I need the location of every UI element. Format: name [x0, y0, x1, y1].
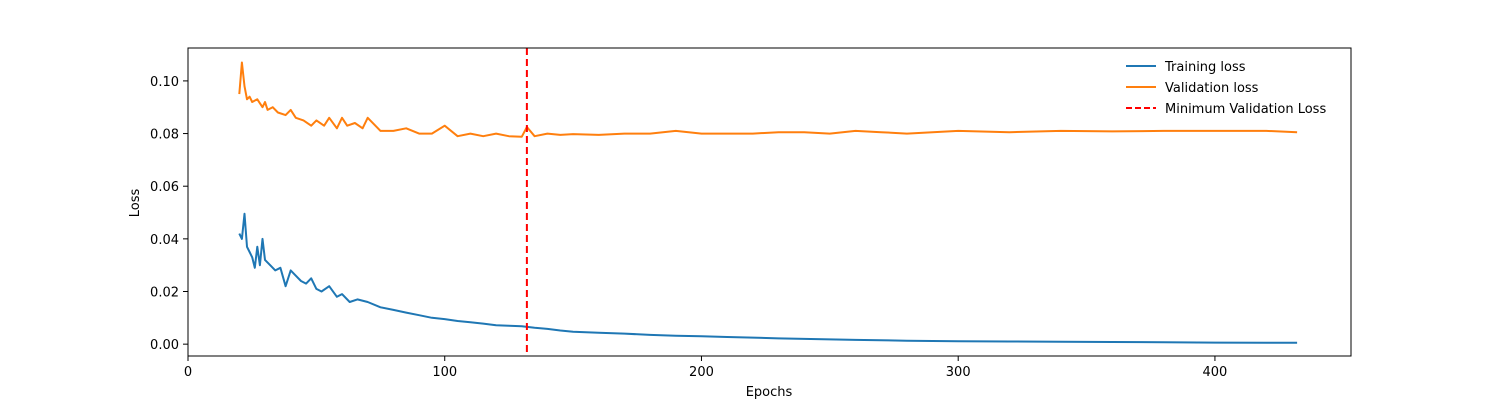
- x-axis: 0 100 200 300 400: [184, 356, 1227, 380]
- legend-label-validation-loss: Validation loss: [1165, 81, 1259, 96]
- x-tick-label: 400: [1203, 365, 1228, 380]
- x-tick-label: 0: [184, 365, 192, 380]
- y-tick-label: 0.04: [150, 233, 179, 248]
- y-tick-label: 0.00: [150, 338, 179, 353]
- x-axis-label: Epochs: [746, 385, 793, 400]
- series-line-validation-loss: [238, 61, 1298, 138]
- y-tick-label: 0.06: [150, 180, 179, 195]
- legend-label-training-loss: Training loss: [1164, 60, 1246, 75]
- y-axis: 0.00 0.02 0.04 0.06 0.08 0.10: [150, 75, 188, 353]
- y-tick-label: 0.08: [150, 128, 179, 143]
- y-tick-label: 0.02: [150, 286, 179, 301]
- legend-label-minimum-validation-loss: Minimum Validation Loss: [1165, 102, 1326, 117]
- x-tick-label: 100: [432, 365, 457, 380]
- series-line-training-loss: [238, 212, 1298, 344]
- y-axis-label: Loss: [128, 189, 143, 218]
- axes-frame: [187, 47, 1352, 357]
- legend: Training loss Validation loss Minimum Va…: [1126, 60, 1326, 117]
- x-tick-label: 300: [946, 365, 971, 380]
- y-tick-label: 0.10: [150, 75, 179, 90]
- x-tick-label: 200: [689, 365, 714, 380]
- plot-area: [238, 48, 1298, 356]
